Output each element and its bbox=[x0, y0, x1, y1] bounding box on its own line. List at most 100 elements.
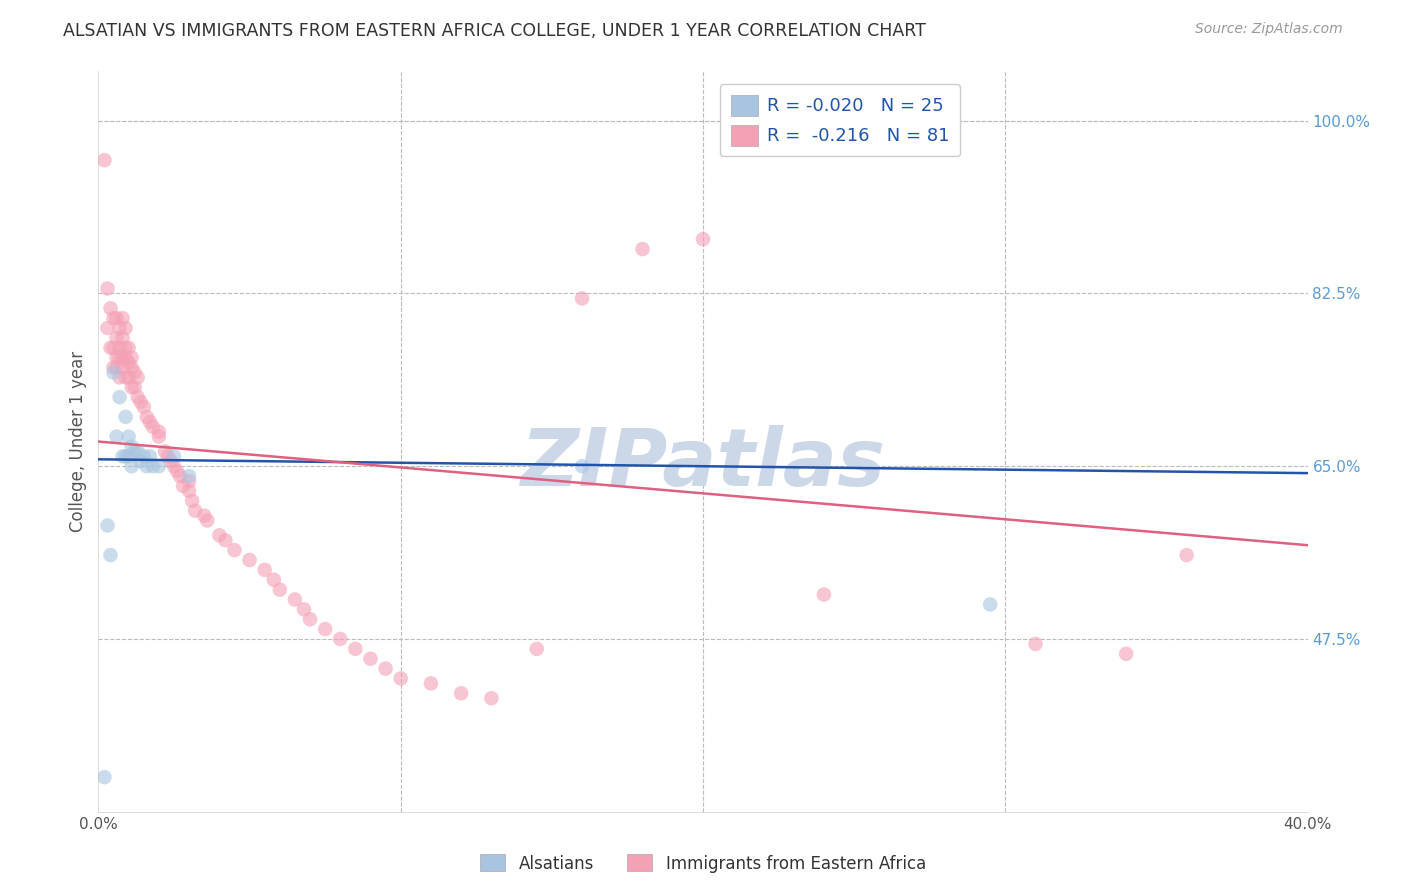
Point bbox=[148, 429, 170, 443]
Point bbox=[121, 380, 143, 394]
Point bbox=[284, 592, 307, 607]
Point bbox=[148, 459, 170, 474]
Point bbox=[108, 321, 131, 335]
Point bbox=[631, 242, 654, 256]
Point bbox=[979, 598, 1001, 612]
Point bbox=[121, 459, 143, 474]
Point bbox=[114, 321, 136, 335]
Point bbox=[184, 503, 207, 517]
Point bbox=[374, 662, 396, 676]
Point bbox=[100, 301, 122, 316]
Point bbox=[111, 331, 134, 345]
Point bbox=[132, 400, 155, 414]
Point bbox=[103, 360, 125, 375]
Legend: R = -0.020   N = 25, R =  -0.216   N = 81: R = -0.020 N = 25, R = -0.216 N = 81 bbox=[720, 84, 960, 156]
Point bbox=[132, 450, 155, 464]
Point bbox=[100, 341, 122, 355]
Point bbox=[105, 331, 128, 345]
Point bbox=[166, 464, 188, 478]
Point bbox=[139, 450, 162, 464]
Point bbox=[299, 612, 322, 626]
Point bbox=[118, 341, 141, 355]
Point bbox=[193, 508, 215, 523]
Point bbox=[163, 450, 186, 464]
Legend: Alsatians, Immigrants from Eastern Africa: Alsatians, Immigrants from Eastern Afric… bbox=[474, 847, 932, 880]
Point bbox=[118, 370, 141, 384]
Point bbox=[93, 770, 115, 784]
Point bbox=[127, 370, 149, 384]
Point bbox=[127, 444, 149, 458]
Point bbox=[108, 390, 131, 404]
Point bbox=[118, 450, 141, 464]
Point bbox=[103, 341, 125, 355]
Point bbox=[105, 351, 128, 365]
Point bbox=[124, 366, 146, 380]
Point bbox=[105, 360, 128, 375]
Point bbox=[124, 444, 146, 458]
Point bbox=[118, 355, 141, 369]
Point bbox=[103, 311, 125, 326]
Point bbox=[118, 429, 141, 443]
Point bbox=[129, 395, 152, 409]
Point bbox=[169, 469, 191, 483]
Point bbox=[121, 440, 143, 454]
Point bbox=[127, 390, 149, 404]
Point bbox=[179, 474, 201, 488]
Point bbox=[105, 311, 128, 326]
Point bbox=[420, 676, 443, 690]
Point bbox=[239, 553, 262, 567]
Point bbox=[108, 370, 131, 384]
Point bbox=[813, 588, 835, 602]
Point bbox=[114, 351, 136, 365]
Point bbox=[114, 450, 136, 464]
Point bbox=[571, 459, 593, 474]
Point bbox=[114, 370, 136, 384]
Point bbox=[96, 321, 118, 335]
Point bbox=[108, 341, 131, 355]
Point bbox=[571, 292, 593, 306]
Point bbox=[114, 341, 136, 355]
Point bbox=[344, 641, 367, 656]
Point bbox=[1024, 637, 1046, 651]
Point bbox=[253, 563, 276, 577]
Point bbox=[93, 153, 115, 168]
Point bbox=[179, 483, 201, 498]
Point bbox=[111, 450, 134, 464]
Point bbox=[142, 419, 165, 434]
Point bbox=[450, 686, 472, 700]
Point bbox=[96, 518, 118, 533]
Point bbox=[179, 469, 201, 483]
Point bbox=[314, 622, 336, 636]
Point bbox=[263, 573, 285, 587]
Point bbox=[1175, 548, 1198, 562]
Point bbox=[142, 459, 165, 474]
Point bbox=[195, 514, 218, 528]
Point bbox=[224, 543, 246, 558]
Point bbox=[481, 691, 503, 706]
Text: ZIPatlas: ZIPatlas bbox=[520, 425, 886, 503]
Point bbox=[121, 360, 143, 375]
Point bbox=[692, 232, 714, 246]
Point bbox=[389, 672, 412, 686]
Text: Source: ZipAtlas.com: Source: ZipAtlas.com bbox=[1195, 22, 1343, 37]
Point bbox=[108, 351, 131, 365]
Point bbox=[114, 409, 136, 424]
Point bbox=[96, 281, 118, 295]
Point bbox=[1115, 647, 1137, 661]
Point bbox=[292, 602, 315, 616]
Point bbox=[526, 641, 548, 656]
Point bbox=[111, 360, 134, 375]
Point bbox=[156, 450, 179, 464]
Point bbox=[172, 479, 194, 493]
Point bbox=[121, 351, 143, 365]
Point bbox=[135, 459, 157, 474]
Text: ALSATIAN VS IMMIGRANTS FROM EASTERN AFRICA COLLEGE, UNDER 1 YEAR CORRELATION CHA: ALSATIAN VS IMMIGRANTS FROM EASTERN AFRI… bbox=[63, 22, 927, 40]
Point bbox=[181, 493, 204, 508]
Point bbox=[105, 429, 128, 443]
Point bbox=[100, 548, 122, 562]
Point bbox=[163, 459, 186, 474]
Point bbox=[124, 380, 146, 394]
Point bbox=[139, 415, 162, 429]
Point bbox=[329, 632, 352, 646]
Point bbox=[111, 311, 134, 326]
